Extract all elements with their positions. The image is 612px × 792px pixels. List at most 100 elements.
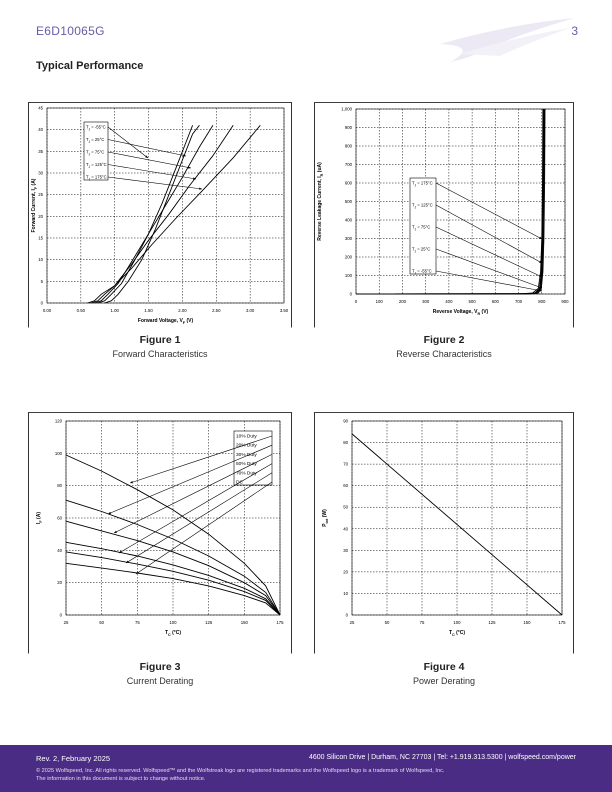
y-tick-label: 800 — [345, 144, 353, 149]
legend-arrowhead — [108, 511, 111, 515]
x-tick-label: 700 — [515, 299, 523, 304]
x-tick-label: 75 — [135, 620, 140, 625]
legal-line-1: © 2025 Wolfspeed, Inc. All rights reserv… — [36, 768, 445, 774]
y-tick-label: 5 — [41, 279, 44, 284]
legend-arrowhead — [539, 274, 542, 277]
legend-label: TJ = 75°C — [86, 150, 104, 157]
x-tick-label: 1.00 — [111, 308, 120, 313]
y-tick-label: 700 — [345, 162, 353, 167]
plot-area — [65, 420, 281, 616]
legend-label: 70% Duty — [236, 470, 257, 476]
x-tick-label: 175 — [558, 620, 566, 625]
x-tick-label: 75 — [420, 620, 425, 625]
legend-arrowhead — [126, 560, 129, 563]
reverse-characteristics-plot: 0 100 200 300 400 500 600 700 800 900 0 100 200 300 40… — [314, 102, 574, 328]
x-tick-label: 50 — [385, 620, 390, 625]
y-tick-label: 20 — [57, 580, 62, 585]
series-line — [65, 499, 281, 616]
legend-arrow — [135, 481, 273, 575]
y-tick-label: 30 — [343, 548, 348, 553]
part-number: E6D10065G — [36, 24, 105, 38]
x-tick-label: 100 — [453, 620, 461, 625]
x-tick-label: 25 — [350, 620, 355, 625]
legend-label: TJ = 25°C — [412, 247, 430, 254]
series-line — [355, 108, 546, 295]
figure-3-title: Current Derating — [126, 676, 194, 686]
x-tick-label: 150 — [523, 620, 531, 625]
series-line — [351, 433, 563, 616]
chart-frame — [314, 102, 574, 328]
legend-arrow — [129, 435, 273, 484]
x-tick-label: 175 — [276, 620, 284, 625]
y-axis-label: Forward Current, IF (A) — [31, 178, 38, 232]
legend-arrow — [107, 151, 192, 169]
x-tick-label: 800 — [538, 299, 546, 304]
legend-label: TJ = -55°C — [412, 269, 432, 276]
series-line — [104, 125, 200, 304]
legend-arrow — [435, 270, 543, 292]
x-tick-label: 3.50 — [280, 308, 289, 313]
x-tick-label: 1.50 — [144, 308, 153, 313]
y-tick-label: 100 — [345, 273, 353, 278]
x-axis-label: TC (°C) — [165, 630, 181, 637]
legend-label: 50% Duty — [236, 461, 257, 467]
y-tick-label: 100 — [55, 451, 63, 456]
gridlines — [351, 420, 563, 616]
x-tick-label: 100 — [376, 299, 384, 304]
legend-arrowhead — [539, 285, 542, 289]
footer: Rev. 2, February 2025 4600 Silicon Drive… — [0, 745, 612, 792]
figure-2-caption: Figure 2 Reverse Characteristics — [314, 333, 574, 361]
power-derating-chart: 25 50 75 100 125 150 175 0 10 20 30 40 50 60 70 80 90 TC … — [314, 412, 574, 654]
legend-arrow — [113, 454, 273, 534]
x-tick-label: 500 — [469, 299, 477, 304]
y-tick-label: 120 — [55, 419, 63, 424]
legal-line-2: The information in this document is subj… — [36, 776, 206, 782]
y-tick-label: 900 — [345, 125, 353, 130]
x-axis-label: Forward Voltage, VF (V) — [138, 318, 194, 325]
legend-arrow — [107, 126, 149, 159]
y-tick-label: 25 — [38, 192, 43, 197]
y-tick-label: 0 — [41, 301, 44, 306]
figure-2-number: Figure 2 — [423, 334, 465, 346]
series-line — [90, 125, 234, 304]
y-tick-label: 50 — [343, 505, 348, 510]
y-tick-label: 80 — [57, 483, 62, 488]
company-address: 4600 Silicon Drive | Durham, NC 27703 | … — [308, 754, 576, 761]
forward-characteristics-plot: 0.00 0.50 1.00 1.50 2.00 2.50 3.00 3.50 0 5 10 15 20… — [28, 102, 292, 328]
power-derating-plot: 25 50 75 100 125 150 175 0 10 20 30 40 50 60 70 80 90 TC … — [314, 412, 574, 654]
legend-arrowhead — [188, 166, 191, 169]
x-tick-label: 25 — [64, 620, 69, 625]
y-tick-label: 40 — [343, 526, 348, 531]
plot-area — [351, 420, 563, 616]
x-tick-label: 300 — [422, 299, 430, 304]
legend-arrowhead — [119, 550, 122, 553]
series-line — [87, 125, 261, 304]
y-tick-label: 15 — [38, 236, 43, 241]
x-tick-label: 50 — [99, 620, 104, 625]
x-tick-label: 125 — [488, 620, 496, 625]
x-tick-label: 2.50 — [212, 308, 221, 313]
x-tick-label: 200 — [399, 299, 407, 304]
x-tick-label: 3.00 — [246, 308, 255, 313]
x-tick-label: 100 — [169, 620, 177, 625]
y-tick-label: 60 — [57, 516, 62, 521]
y-tick-label: 60 — [343, 483, 348, 488]
section-title: Typical Performance — [36, 60, 144, 72]
gridlines — [355, 108, 566, 295]
x-tick-label: 600 — [492, 299, 500, 304]
y-axis-label: IF (A) — [36, 512, 43, 524]
figure-1-number: Figure 1 — [139, 334, 181, 346]
legend-arrow — [435, 204, 543, 264]
x-tick-label: 150 — [241, 620, 249, 625]
page-number: 3 — [571, 24, 578, 38]
chart-frame — [314, 412, 574, 654]
plot-area — [46, 107, 285, 304]
legend-arrow — [107, 164, 197, 180]
y-tick-label: 10 — [38, 257, 43, 262]
y-tick-label: 40 — [38, 127, 43, 132]
legend-arrowhead — [136, 571, 139, 574]
y-tick-label: 600 — [345, 181, 353, 186]
y-tick-label: 45 — [38, 106, 43, 111]
figure-4-title: Power Derating — [412, 676, 476, 686]
legend-box — [409, 177, 437, 275]
